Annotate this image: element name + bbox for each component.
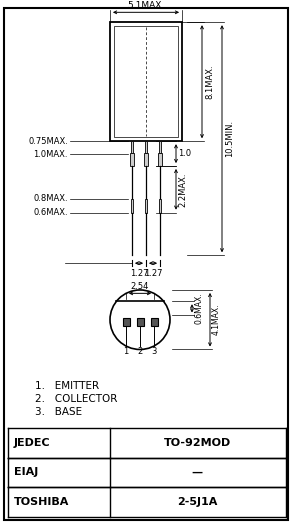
Text: 2.54: 2.54	[131, 282, 149, 291]
Bar	[158, 153, 162, 166]
Text: TO-92MOD: TO-92MOD	[164, 438, 231, 447]
Text: 1.0: 1.0	[178, 149, 191, 158]
Bar	[131, 141, 133, 153]
Text: 2.   COLLECTOR: 2. COLLECTOR	[35, 394, 117, 404]
Circle shape	[110, 290, 170, 350]
Text: 5.1MAX.: 5.1MAX.	[127, 2, 165, 10]
Text: 1.   EMITTER: 1. EMITTER	[35, 381, 99, 391]
Text: 2.2MAX.: 2.2MAX.	[178, 172, 187, 206]
Text: 8.1MAX.: 8.1MAX.	[205, 64, 214, 99]
Bar	[123, 318, 129, 326]
Text: EIAJ: EIAJ	[14, 467, 38, 477]
Text: 0.75MAX.: 0.75MAX.	[28, 137, 68, 146]
Text: JEDEC: JEDEC	[14, 438, 51, 447]
Bar	[159, 141, 161, 153]
Bar	[130, 153, 134, 166]
Bar	[114, 26, 178, 137]
Bar	[145, 199, 147, 213]
Text: TOSHIBA: TOSHIBA	[14, 497, 69, 507]
Text: 1.27: 1.27	[130, 269, 148, 278]
Bar	[150, 318, 157, 326]
Bar	[159, 199, 161, 213]
Text: 3.   BASE: 3. BASE	[35, 407, 82, 417]
Text: —: —	[192, 467, 203, 477]
Text: 2-5J1A: 2-5J1A	[177, 497, 217, 507]
Bar	[145, 141, 147, 153]
Text: 2: 2	[137, 347, 142, 356]
Bar	[110, 22, 182, 141]
Text: 0.6MAX.: 0.6MAX.	[194, 292, 203, 324]
Text: 3: 3	[151, 347, 157, 356]
Text: 0.6MAX.: 0.6MAX.	[33, 208, 68, 217]
Text: 1: 1	[124, 347, 128, 356]
Text: 10.5MIN.: 10.5MIN.	[225, 120, 234, 157]
Bar	[144, 153, 148, 166]
Text: 1.0MAX.: 1.0MAX.	[34, 150, 68, 159]
Text: 1.27: 1.27	[144, 269, 162, 278]
Bar	[136, 318, 143, 326]
Text: 4.1MAX.: 4.1MAX.	[212, 304, 221, 335]
Bar	[131, 199, 133, 213]
Text: 0.8MAX.: 0.8MAX.	[33, 194, 68, 203]
